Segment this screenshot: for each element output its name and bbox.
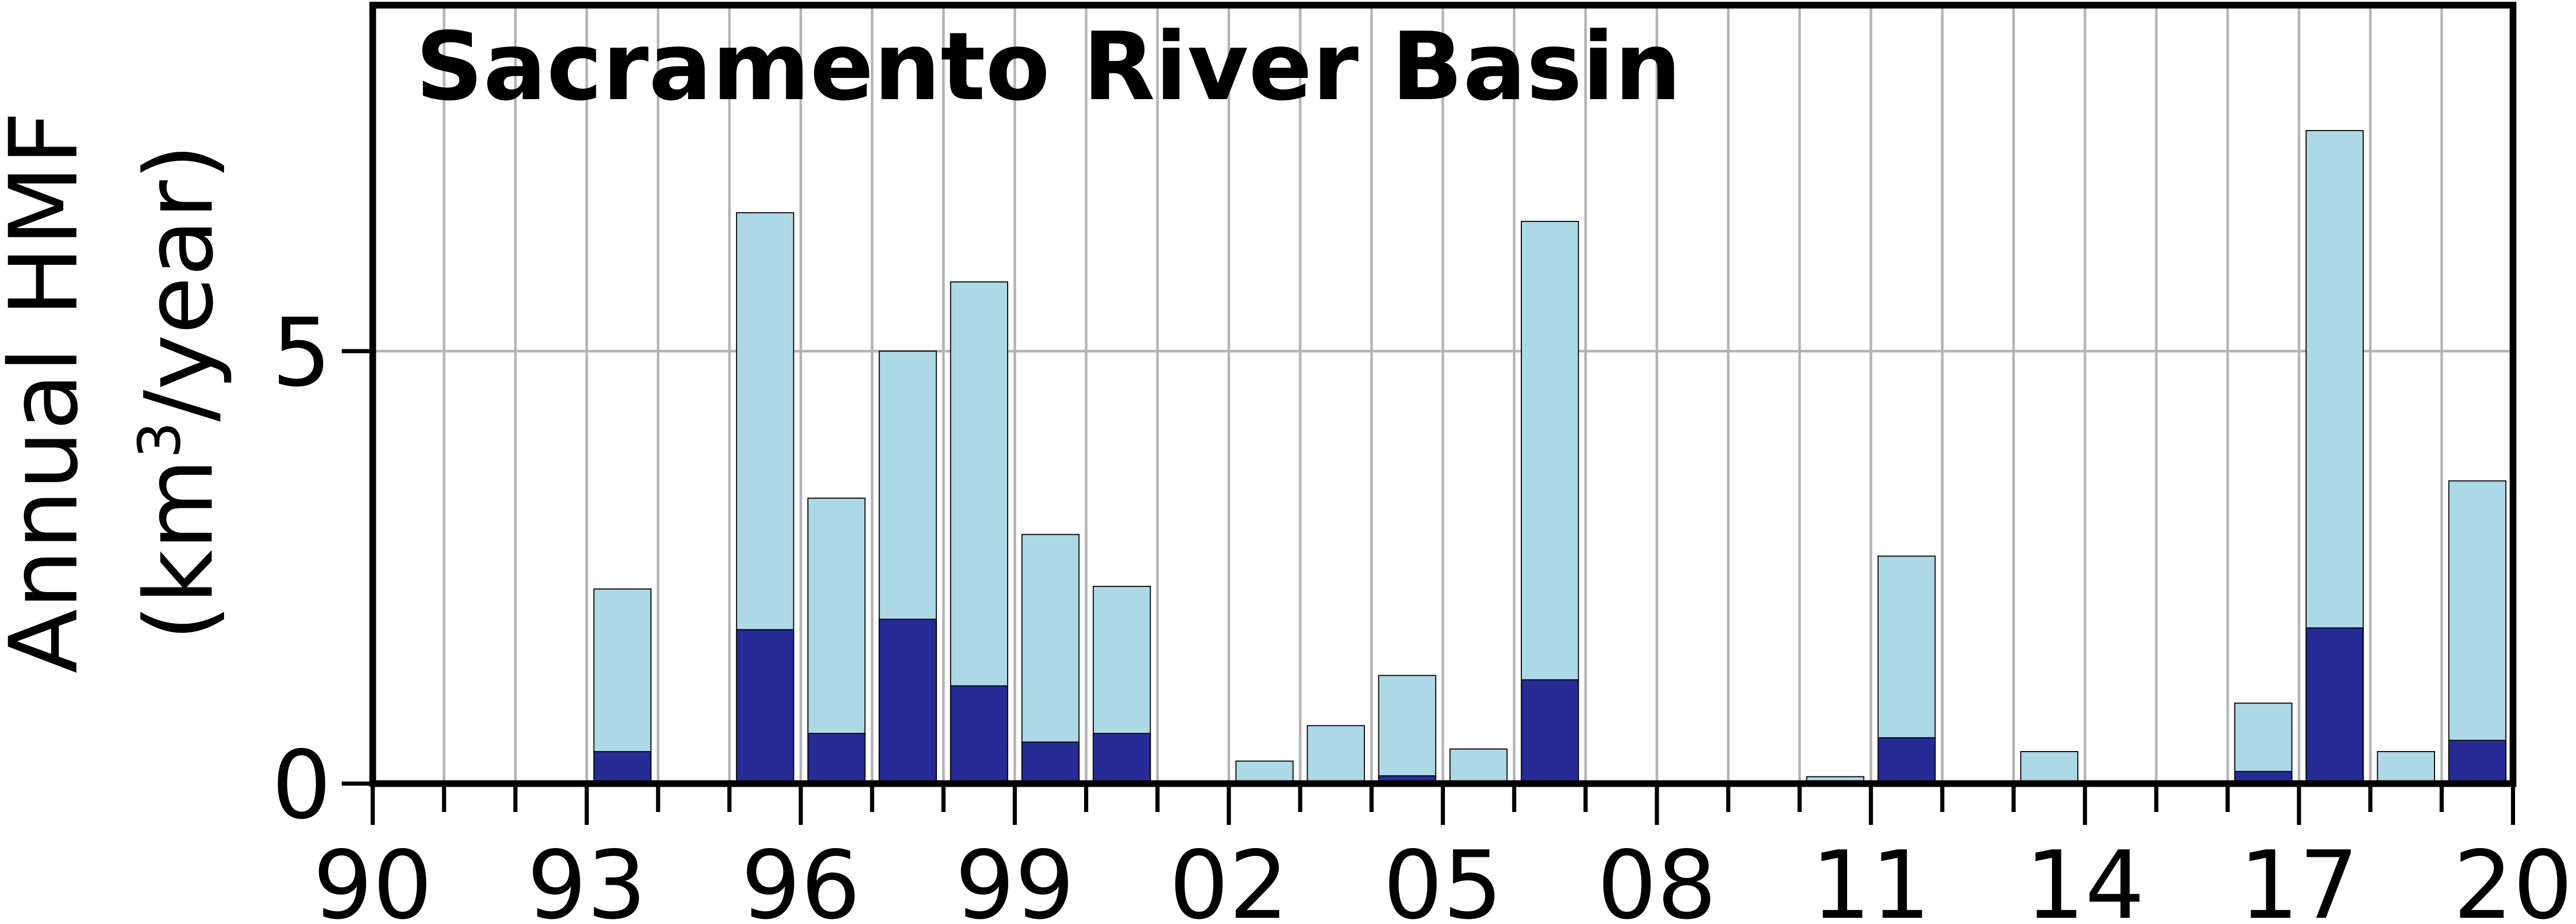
bar-s1-2018 bbox=[2377, 751, 2435, 784]
bar-s2-1999 bbox=[1021, 741, 1080, 785]
axis-ticks bbox=[342, 349, 2515, 825]
y-tick-label-5: 5 bbox=[272, 298, 331, 407]
bar-s1-2004 bbox=[1378, 675, 1437, 784]
bar-s1-2005 bbox=[1449, 748, 1508, 785]
x-tick-label-17: 17 bbox=[2239, 831, 2359, 924]
bar-s2-1996 bbox=[807, 732, 866, 784]
x-tick-label-20: 20 bbox=[2453, 831, 2573, 924]
x-tick-label-11: 11 bbox=[1811, 831, 1931, 924]
y-tick-label-0: 0 bbox=[272, 730, 331, 840]
y-axis-unit-prefix: (km bbox=[124, 458, 234, 641]
x-tick-label-99: 99 bbox=[955, 831, 1075, 924]
y-axis-label-line1: Annual HMF bbox=[0, 111, 99, 673]
bar-s2-1997 bbox=[879, 618, 937, 784]
grid-lines bbox=[373, 5, 2513, 784]
bar-s2-2019 bbox=[2448, 740, 2507, 784]
x-tick-label-05: 05 bbox=[1383, 831, 1503, 924]
y-axis-label: Annual HMF (km3/year) bbox=[0, 111, 234, 673]
x-tick-label-90: 90 bbox=[313, 831, 433, 924]
bar-s2-2011 bbox=[1878, 737, 1936, 784]
x-tick-label-96: 96 bbox=[741, 831, 861, 924]
bar-s2-1995 bbox=[736, 629, 794, 784]
bar-s2-2006 bbox=[1521, 679, 1579, 785]
bar-s1-2019 bbox=[2448, 480, 2507, 784]
bar-s1-2013 bbox=[2020, 751, 2078, 784]
x-tick-label-08: 08 bbox=[1597, 831, 1717, 924]
x-tick-label-02: 02 bbox=[1169, 831, 1289, 924]
x-tick-label-93: 93 bbox=[527, 831, 647, 924]
bar-s2-1993 bbox=[593, 751, 651, 784]
bar-s2-1998 bbox=[950, 685, 1008, 785]
chart-title: Sacramento River Basin bbox=[416, 12, 1681, 121]
bar-s1-2016 bbox=[2234, 703, 2293, 784]
y-axis-unit-superscript: 3 bbox=[126, 422, 194, 458]
y-axis-label-line2: (km3/year) bbox=[124, 144, 234, 641]
bars bbox=[593, 130, 2507, 785]
x-tick-label-14: 14 bbox=[2025, 831, 2145, 924]
bar-s2-2000 bbox=[1092, 732, 1151, 784]
bar-s1-2003 bbox=[1307, 725, 1365, 785]
bar-s2-2017 bbox=[2305, 627, 2364, 785]
bar-s1-2002 bbox=[1235, 760, 1294, 784]
y-axis-unit-suffix: /year) bbox=[124, 144, 234, 421]
